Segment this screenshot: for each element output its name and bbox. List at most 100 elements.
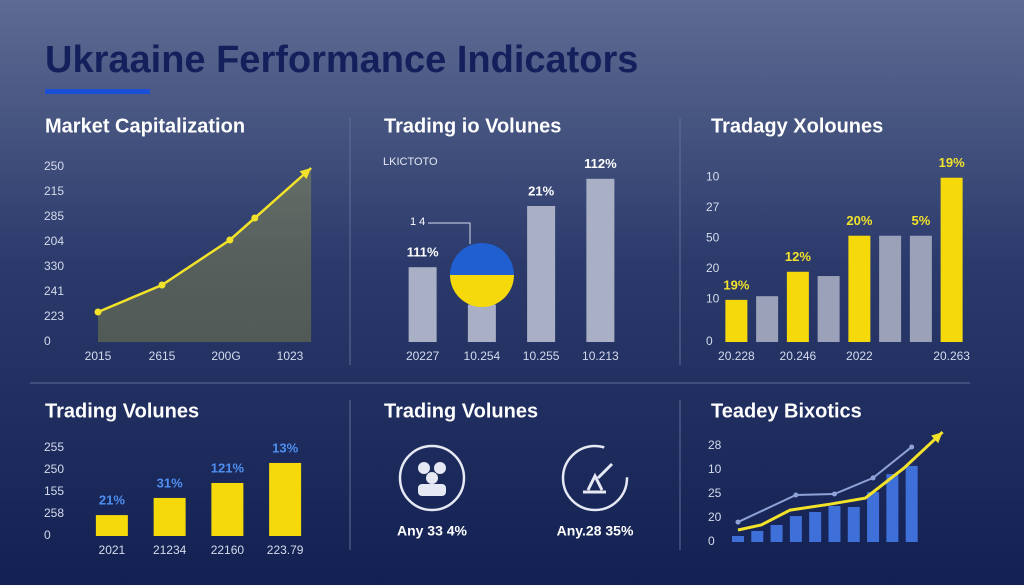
y-tick-label: 10 — [708, 462, 722, 476]
point — [226, 236, 234, 244]
point — [94, 308, 102, 316]
y-tick-label: 204 — [44, 234, 64, 248]
bar — [879, 235, 902, 342]
x-tick-label: 223.79 — [267, 543, 304, 557]
point — [870, 475, 876, 481]
y-tick-label: 10 — [706, 169, 720, 183]
x-tick-label: 20.246 — [780, 349, 817, 363]
y-tick-label: 50 — [706, 230, 720, 244]
kpi-ring — [398, 444, 466, 512]
bar — [269, 462, 302, 536]
bar — [527, 206, 556, 342]
point — [831, 491, 837, 497]
bar — [786, 271, 809, 342]
y-tick-label: 241 — [44, 284, 64, 298]
bar — [848, 235, 871, 342]
panel-title: Tradagy Xolounes — [711, 115, 883, 137]
y-tick-label: 250 — [44, 462, 64, 476]
annotation-line — [428, 222, 471, 244]
y-tick-label: 10 — [706, 291, 720, 305]
kpi-ring — [561, 444, 629, 512]
y-tick-label: 25 — [708, 486, 722, 500]
annotation: 1 4 — [410, 216, 425, 228]
title-underline — [45, 89, 150, 94]
bar — [770, 524, 783, 542]
y-tick-label: 0 — [44, 334, 51, 348]
data-label: 13% — [272, 440, 298, 455]
bar — [905, 465, 918, 542]
x-tick-label: 2021 — [99, 543, 126, 557]
y-tick-label: 0 — [44, 528, 51, 542]
y-tick-label: 28 — [708, 438, 722, 452]
flag-bottom — [450, 275, 514, 307]
y-tick-label: 258 — [44, 506, 64, 520]
y-tick-label: 0 — [708, 534, 715, 548]
flag-top — [450, 243, 514, 275]
x-tick-label: 200G — [211, 349, 240, 363]
kpi-value: Any.28 35% — [557, 523, 634, 539]
bar — [847, 506, 860, 542]
bar — [751, 530, 764, 542]
y-tick-label: 215 — [44, 184, 64, 198]
x-tick-label: 1023 — [277, 349, 304, 363]
bar — [909, 235, 932, 342]
bar — [940, 177, 963, 342]
bar — [725, 299, 748, 342]
panel-title: Trading Volunes — [45, 400, 199, 422]
x-tick-label: 2015 — [85, 349, 112, 363]
point — [158, 281, 166, 289]
y-tick-label: 155 — [44, 484, 64, 498]
kpi-icons: Any 33 4% Any.28 35% — [397, 444, 634, 539]
data-label: 20% — [846, 213, 872, 228]
x-tick-label: 21234 — [153, 543, 187, 557]
bar — [809, 512, 822, 542]
point — [251, 214, 259, 222]
bar — [828, 506, 841, 542]
line — [737, 430, 944, 532]
y-tick-label: 330 — [44, 259, 64, 273]
x-tick-label: 10.255 — [523, 349, 560, 363]
bar — [467, 304, 496, 342]
data-label: 12% — [785, 249, 811, 264]
y-tick-label: 20 — [706, 261, 720, 275]
bar — [408, 267, 437, 342]
bar — [153, 497, 186, 536]
data-label: 21% — [528, 183, 554, 198]
y-tick-label: 27 — [706, 200, 720, 214]
people-icon — [418, 462, 446, 496]
area — [98, 168, 312, 342]
bar — [886, 474, 899, 542]
x-tick-label: 10.254 — [464, 349, 501, 363]
data-label: 111% — [407, 245, 439, 260]
x-tick-label: 20.263 — [933, 349, 970, 363]
bar — [95, 515, 128, 536]
bar — [789, 516, 802, 542]
data-label: 19% — [939, 155, 965, 170]
arrowhead — [299, 168, 312, 180]
point — [909, 444, 915, 450]
flag-badge: 1 4 — [410, 216, 514, 307]
y-tick-label: 223 — [44, 309, 64, 323]
arrowhead — [931, 432, 943, 444]
data-label: 31% — [157, 475, 183, 490]
data-label: 19% — [723, 277, 749, 292]
kpi-value: Any 33 4% — [397, 523, 468, 539]
data-label: 21% — [99, 493, 125, 508]
panel-title: Trading io Volunes — [384, 115, 561, 137]
x-tick-label: 10.213 — [582, 349, 619, 363]
x-tick-label: 20227 — [406, 349, 440, 363]
data-label: 112% — [584, 156, 617, 171]
bar — [867, 492, 880, 542]
bar — [817, 276, 840, 342]
panel-title: Market Capitalization — [45, 115, 245, 137]
bar — [756, 296, 779, 342]
bar — [731, 536, 744, 542]
subtitle: LKICTOTO — [383, 156, 438, 168]
bar — [211, 482, 244, 536]
bar — [586, 178, 615, 342]
x-tick-label: 22160 — [211, 543, 245, 557]
page-title: Ukraaine Ferformance Indicators — [45, 39, 638, 81]
